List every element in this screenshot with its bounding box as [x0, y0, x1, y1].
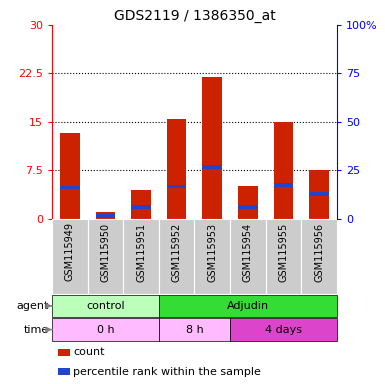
FancyBboxPatch shape: [301, 219, 337, 294]
FancyBboxPatch shape: [52, 318, 159, 341]
Bar: [309, 170, 329, 219]
Bar: [309, 192, 329, 196]
Text: 4 days: 4 days: [265, 324, 302, 334]
Text: Adjudin: Adjudin: [227, 301, 269, 311]
Title: GDS2119 / 1386350_at: GDS2119 / 1386350_at: [114, 8, 275, 23]
Text: count: count: [73, 347, 105, 357]
FancyBboxPatch shape: [266, 219, 301, 294]
Text: 0 h: 0 h: [97, 324, 114, 334]
Bar: [167, 185, 186, 188]
FancyBboxPatch shape: [123, 219, 159, 294]
Text: GSM115953: GSM115953: [207, 222, 217, 281]
Text: GSM115949: GSM115949: [65, 222, 75, 281]
Bar: [58, 349, 70, 356]
Text: GSM115955: GSM115955: [278, 222, 288, 282]
Bar: [203, 165, 222, 169]
Text: GSM115952: GSM115952: [172, 222, 182, 282]
Text: control: control: [86, 301, 125, 311]
Text: percentile rank within the sample: percentile rank within the sample: [73, 367, 261, 377]
Text: time: time: [24, 324, 49, 334]
Bar: [238, 205, 258, 209]
Bar: [60, 186, 80, 189]
Bar: [238, 186, 258, 219]
Bar: [203, 77, 222, 219]
FancyBboxPatch shape: [159, 295, 337, 317]
Bar: [60, 134, 80, 219]
Bar: [95, 212, 115, 219]
Text: 8 h: 8 h: [186, 324, 203, 334]
FancyBboxPatch shape: [230, 219, 266, 294]
Bar: [167, 119, 186, 219]
FancyBboxPatch shape: [52, 295, 159, 317]
Bar: [131, 205, 151, 209]
Bar: [58, 368, 70, 375]
Bar: [131, 190, 151, 219]
FancyBboxPatch shape: [159, 318, 230, 341]
FancyBboxPatch shape: [230, 318, 337, 341]
Text: GSM115956: GSM115956: [314, 222, 324, 281]
Text: agent: agent: [17, 301, 49, 311]
FancyBboxPatch shape: [159, 219, 194, 294]
FancyBboxPatch shape: [194, 219, 230, 294]
Bar: [274, 122, 293, 219]
FancyBboxPatch shape: [88, 219, 123, 294]
Bar: [274, 183, 293, 187]
Text: GSM115954: GSM115954: [243, 222, 253, 281]
Text: GSM115951: GSM115951: [136, 222, 146, 281]
FancyBboxPatch shape: [52, 219, 88, 294]
Text: GSM115950: GSM115950: [100, 222, 110, 281]
Bar: [95, 214, 115, 218]
